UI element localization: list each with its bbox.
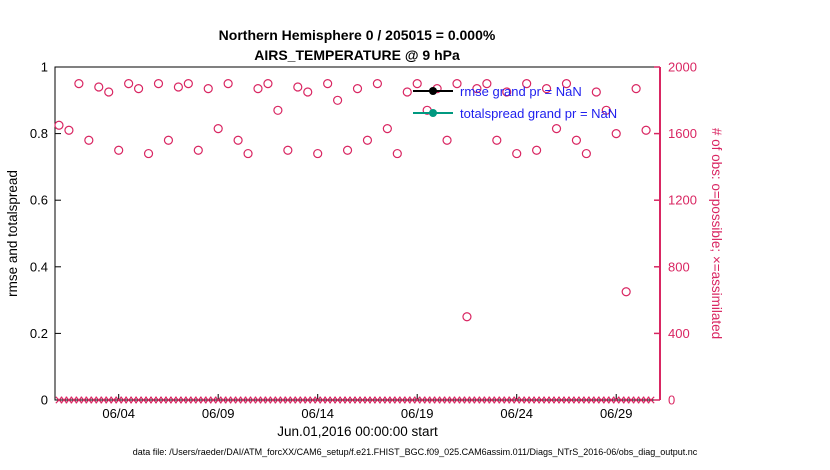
possible-obs-marker [412,79,422,89]
right-axis-tick-label: 1200 [668,193,697,208]
possible-obs-marker [54,120,64,130]
possible-obs-marker [143,148,154,159]
left-axis-tick-label: 0.2 [30,326,48,341]
possible-obs-marker [492,135,502,145]
possible-obs-marker [263,79,273,89]
possible-obs-marker [323,79,333,89]
left-axis-tick-label: 0.4 [30,259,48,274]
possible-obs-marker [611,129,621,139]
possible-obs-marker [114,145,124,155]
possible-obs-marker [332,95,343,105]
left-axis-tick-label: 1 [41,60,48,75]
possible-obs-marker [532,145,542,155]
right-axis-tick-label: 400 [668,326,690,341]
right-axis-tick-label: 800 [668,259,690,274]
possible-obs-marker [64,125,74,135]
possible-obs-marker [641,125,651,135]
possible-obs-marker [94,82,104,92]
x-axis-tick-label: 06/24 [500,406,533,421]
possible-obs-marker [253,84,263,94]
possible-obs-marker [223,79,233,89]
possible-obs-marker [541,84,552,94]
possible-obs-marker [313,148,323,159]
left-axis-tick-label: 0.8 [30,126,48,141]
possible-obs-marker [402,87,412,97]
possible-obs-marker [183,79,193,89]
chart-legend: rmse grand pr = NaN totalspread grand pr… [413,80,617,124]
right-axis-tick-label: 0 [668,393,675,408]
legend-label-totalspread: totalspread grand pr = NaN [460,105,618,121]
possible-obs-marker [522,79,532,89]
possible-obs-marker [84,135,94,145]
legend-entry-totalspread: totalspread grand pr = NaN [413,102,617,124]
possible-obs-marker [591,87,601,97]
possible-obs-marker [392,148,402,159]
possible-obs-marker [153,79,164,89]
possible-obs-marker [273,105,283,115]
x-axis-tick-label: 06/04 [102,406,135,421]
x-axis-tick-label: 06/29 [600,406,633,421]
data-file-caption: data file: /Users/raeder/DAI/ATM_forcXX/… [132,447,698,457]
possible-obs-marker [193,145,203,155]
possible-obs-marker [243,148,253,159]
possible-obs-marker [133,84,144,94]
left-axis-tick-label: 0.6 [30,193,48,208]
possible-obs-marker [512,148,522,159]
possible-obs-marker [382,124,392,134]
possible-obs-marker [233,135,243,145]
possible-obs-marker [462,312,472,322]
possible-obs-marker [452,79,462,89]
x-axis-tick-label: 06/09 [202,406,235,421]
possible-obs-marker [372,79,383,89]
possible-obs-marker [163,135,174,145]
left-axis-title: rmse and totalspread [5,170,20,297]
legend-entry-rmse: rmse grand pr = NaN [413,80,617,102]
chart-title-line1: Northern Hemisphere 0 / 205015 = 0.000% [218,27,496,43]
chart-title-block: Northern Hemisphere 0 / 205015 = 0.000% … [0,26,714,65]
right-axis-tick-label: 2000 [668,60,697,75]
x-axis-title: Jun.01,2016 00:00:00 start [277,424,438,439]
possible-obs-marker [472,84,482,94]
assimilated-obs-marker [647,396,655,404]
possible-obs-marker [74,79,84,89]
possible-obs-marker [362,135,373,145]
rmse-line-marker-icon [413,86,453,96]
possible-obs-marker [621,287,631,297]
possible-obs-marker [482,79,492,89]
possible-obs-marker [303,87,313,97]
x-axis-tick-label: 06/14 [301,406,334,421]
possible-obs-marker [502,87,512,97]
possible-obs-marker [631,84,641,94]
legend-label-rmse: rmse grand pr = NaN [460,83,582,99]
right-axis-tick-label: 1600 [668,126,697,141]
possible-obs-marker [213,124,223,134]
possible-obs-marker [442,135,452,145]
possible-obs-marker [203,84,213,94]
possible-obs-marker [124,79,134,89]
x-axis-tick-label: 06/19 [401,406,434,421]
possible-obs-marker [352,84,363,94]
possible-obs-marker [581,148,591,159]
possible-obs-marker [104,87,114,97]
possible-obs-marker [571,135,582,145]
chart-title-line2: AIRS_TEMPERATURE @ 9 hPa [254,47,460,63]
possible-obs-marker [293,82,303,92]
left-axis-tick-label: 0 [41,393,48,408]
possible-obs-marker [551,124,562,134]
totalspread-line-marker-icon [413,108,453,118]
possible-obs-marker [561,79,572,89]
possible-obs-marker [342,145,353,155]
possible-obs-marker [601,105,611,115]
possible-obs-marker [173,82,183,92]
possible-obs-marker [283,145,293,155]
right-axis-title: # of obs: o=possible; ×=assimilated [709,128,724,339]
